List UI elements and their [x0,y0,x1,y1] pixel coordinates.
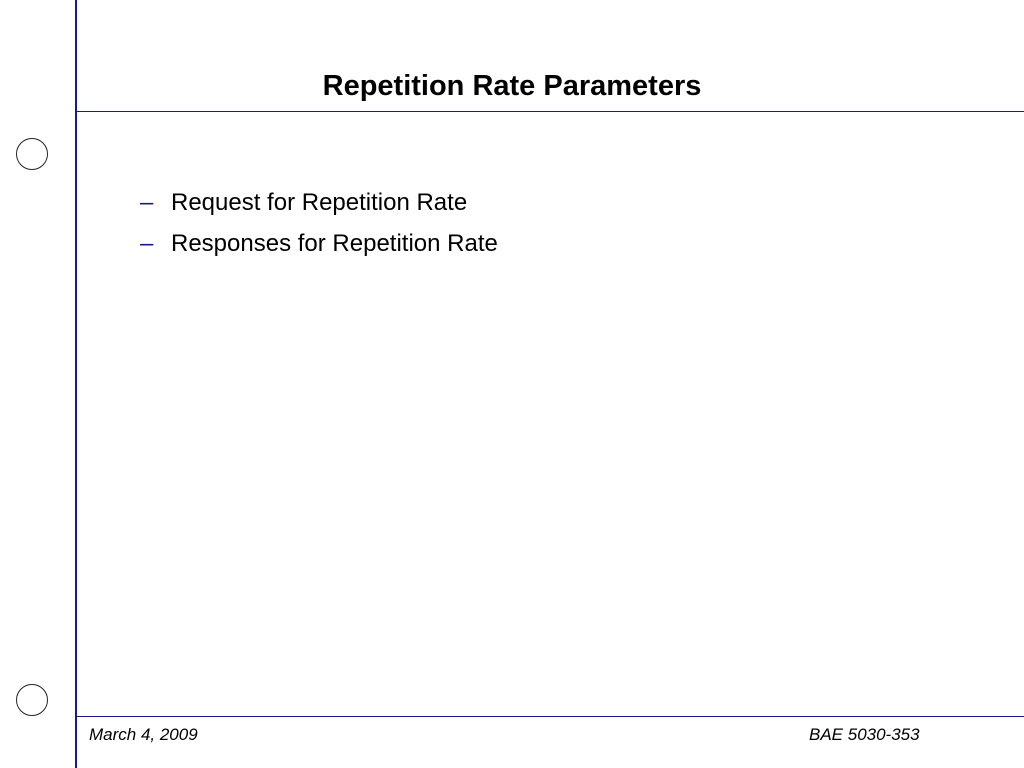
bullet-item: – Request for Repetition Rate [140,182,498,223]
bullet-text: Responses for Repetition Rate [171,230,498,257]
header-divider [77,111,1024,112]
footer-date: March 4, 2009 [89,725,198,744]
footer-divider [77,716,1024,717]
footer-course-code: BAE 5030-353 [809,725,920,744]
slide-title: Repetition Rate Parameters [322,70,702,102]
bullet-dash-icon: – [140,230,154,257]
bullet-dash-icon: – [140,189,154,216]
bullet-list: – Request for Repetition Rate – Response… [140,182,498,264]
left-margin-rule [75,0,77,768]
bullet-item: – Responses for Repetition Rate [140,223,498,264]
bullet-text: Request for Repetition Rate [171,189,468,216]
binder-hole-bottom [16,684,48,716]
binder-hole-top [16,138,48,170]
